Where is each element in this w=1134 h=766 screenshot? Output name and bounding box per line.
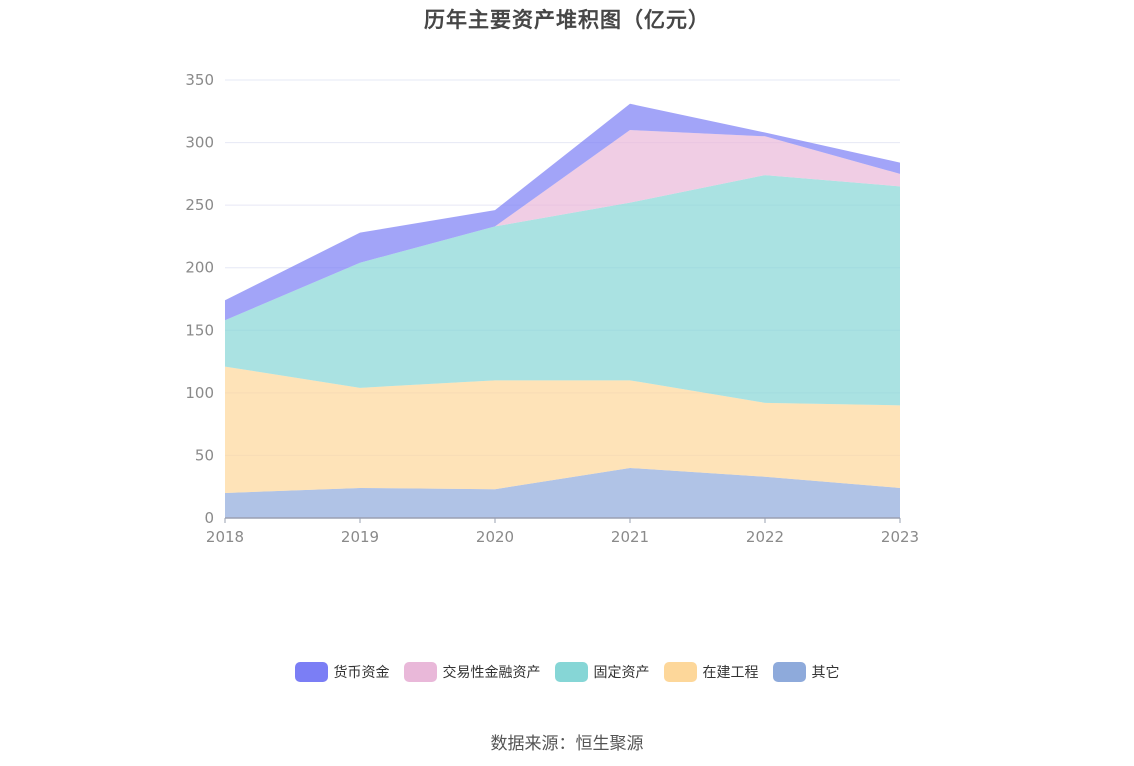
legend-swatch [772,662,806,682]
legend-item[interactable]: 在建工程 [663,662,759,682]
legend-swatch [663,662,697,682]
legend-item[interactable]: 交易性金融资产 [403,662,541,682]
legend-label: 货币资金 [333,665,390,681]
legend-swatch [294,662,328,682]
area-series-2[interactable] [225,175,900,406]
area-series-group [225,103,900,518]
legend-swatch [403,662,437,682]
y-tick-label: 250 [185,196,214,214]
x-tick-label: 2022 [746,528,784,546]
stacked-area-chart: 0 50 100 150 200 250 300 350 2018 2019 2020 2021 202… [185,71,919,546]
y-tick-label: 300 [185,134,214,152]
axes: 0 50 100 150 200 250 300 350 2018 2019 2020 2021 202… [185,71,919,546]
chart-legend: 货币资金 交易性金融资产 固定资产 在建工程 其它 [0,662,1134,682]
legend-label: 其它 [811,665,840,681]
x-tick-label: 2019 [341,528,379,546]
legend-item[interactable]: 其它 [772,662,840,682]
legend-label: 交易性金融资产 [442,665,541,681]
chart-title: 历年主要资产堆积图（亿元） [424,8,710,32]
x-tick-label: 2018 [206,528,244,546]
legend-item[interactable]: 货币资金 [294,662,390,682]
area-series-1[interactable] [225,366,900,493]
y-tick-label: 150 [185,321,214,339]
x-tick-label: 2021 [611,528,649,546]
area-series-0[interactable] [225,467,900,518]
legend-label: 在建工程 [702,665,759,681]
data-source-note: 数据来源：恒生聚源 [490,734,644,754]
y-tick-label: 350 [185,71,214,89]
y-tick-label: 100 [185,384,214,402]
y-tick-label: 0 [204,509,214,527]
y-tick-label: 200 [185,259,214,277]
legend-swatch [554,662,588,682]
legend-item[interactable]: 固定资产 [554,662,650,682]
area-series-3[interactable] [225,130,900,321]
x-tick-label: 2023 [881,528,919,546]
y-tick-label: 50 [195,446,214,464]
legend-label: 固定资产 [593,665,650,681]
x-tick-label: 2020 [476,528,514,546]
